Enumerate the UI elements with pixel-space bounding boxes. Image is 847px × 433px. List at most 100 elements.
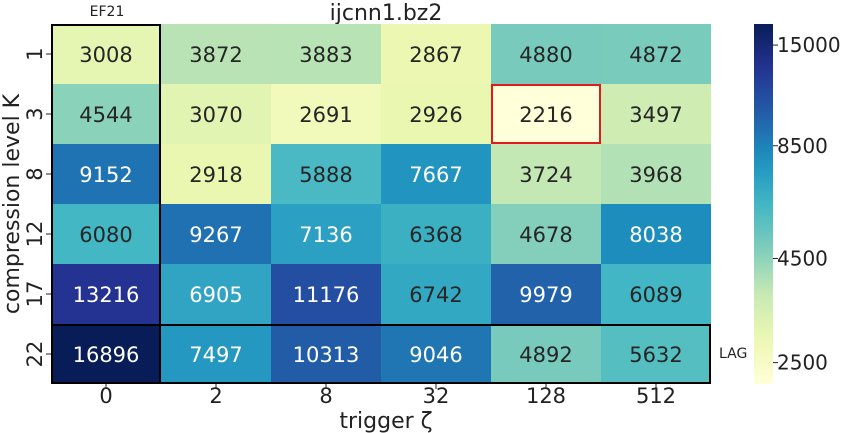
- x-tick-label: 8: [319, 384, 332, 408]
- heatmap-cell: [381, 264, 491, 324]
- chart-title: ijcnn1.bz2: [330, 1, 443, 26]
- cell-value-label: 9267: [189, 223, 242, 247]
- colorbar-ticks: 2500 4500 8500 15000: [773, 33, 841, 375]
- cell-value-label: 6080: [79, 223, 132, 247]
- cell-value-label: 3883: [299, 43, 352, 67]
- heatmap-cell: [161, 264, 271, 324]
- cell-value-label: 2691: [299, 103, 352, 127]
- x-tick-labels: 0 2 8 32 128 512: [99, 384, 676, 408]
- heatmap-cell: [51, 144, 161, 204]
- cell-value-label: 4892: [519, 343, 572, 367]
- cell-value-label: 9979: [519, 283, 572, 307]
- ef21-label: EF21: [90, 4, 125, 20]
- cell-value-label: 6368: [409, 223, 462, 247]
- heatmap-cell: [491, 264, 601, 324]
- heatmap-cell: [161, 24, 271, 84]
- heatmap-cell: [51, 84, 161, 144]
- best-cell-highlight: [491, 84, 601, 144]
- colorbar-tick-label: 2500: [777, 351, 828, 375]
- heatmap-cell: [381, 24, 491, 84]
- cell-value-label: 3008: [79, 43, 132, 67]
- cell-value-label: 5888: [299, 163, 352, 187]
- y-tick-label: 1: [23, 47, 47, 60]
- heatmap-cell: [271, 84, 381, 144]
- y-tick-labels: 1 3 8 12 17 22: [23, 47, 51, 367]
- cell-value-label: 11176: [293, 283, 360, 307]
- x-tick-label: 2: [209, 384, 222, 408]
- heatmap-cell: [161, 204, 271, 264]
- heatmap-cell: [161, 84, 271, 144]
- heatmap-cells: 3008 3872 3883 2867 4880 4872 4544 3070 2691 2926…: [51, 24, 711, 384]
- cell-value-label: 6089: [629, 283, 682, 307]
- x-tick-label: 32: [423, 384, 450, 408]
- heatmap-cell: [601, 324, 711, 384]
- cell-value-label: 7497: [189, 343, 242, 367]
- heatmap-cell: [601, 84, 711, 144]
- cell-value-label: 4872: [629, 43, 682, 67]
- cell-value-label: 2926: [409, 103, 462, 127]
- heatmap-cell: [601, 204, 711, 264]
- heatmap-cell: [491, 84, 601, 144]
- cell-value-label: 6905: [189, 283, 242, 307]
- cell-value-label: 3968: [629, 163, 682, 187]
- cell-value-label: 4880: [519, 43, 572, 67]
- heatmap-cell: [381, 84, 491, 144]
- heatmap-cell: [51, 24, 161, 84]
- x-tick-label: 512: [636, 384, 676, 408]
- heatmap-cell: [491, 144, 601, 204]
- cell-value-label: 2867: [409, 43, 462, 67]
- lag-row-box: [51, 324, 711, 384]
- cell-value-label: 7136: [299, 223, 352, 247]
- y-tick-label: 22: [23, 341, 47, 368]
- x-axis-label: trigger ζ: [339, 409, 432, 433]
- colorbar: [754, 24, 773, 384]
- heatmap-cell: [381, 324, 491, 384]
- cell-value-label: 3724: [519, 163, 572, 187]
- heatmap-cell: [51, 204, 161, 264]
- y-tick-label: 17: [23, 281, 47, 308]
- cell-value-label: 3070: [189, 103, 242, 127]
- heatmap-cell: [491, 204, 601, 264]
- cell-value-label: 13216: [73, 283, 140, 307]
- cell-value-label: 16896: [73, 343, 140, 367]
- heatmap-cell: [51, 264, 161, 324]
- cell-value-label: 4544: [79, 103, 132, 127]
- lag-label: LAG: [719, 346, 747, 362]
- colorbar-tick-label: 8500: [777, 134, 828, 158]
- cell-value-label: 4678: [519, 223, 572, 247]
- y-axis-label: compression level K: [0, 93, 25, 314]
- x-tick-label: 0: [99, 384, 112, 408]
- cell-value-label: 2216: [519, 103, 572, 127]
- cell-value-label: 3872: [189, 43, 242, 67]
- cell-value-label: 2918: [189, 163, 242, 187]
- cell-value-label: 5632: [629, 343, 682, 367]
- heatmap-cell: [491, 324, 601, 384]
- cell-value-label: 10313: [293, 343, 360, 367]
- heatmap-cell: [271, 324, 381, 384]
- y-tick-label: 12: [23, 221, 47, 248]
- x-tick-label: 128: [526, 384, 566, 408]
- heatmap-cell: [161, 144, 271, 204]
- colorbar-tick-label: 15000: [777, 33, 841, 57]
- heatmap-cell: [381, 204, 491, 264]
- heatmap-cell: [271, 264, 381, 324]
- cell-value-label: 3497: [629, 103, 682, 127]
- cell-value-label: 9152: [79, 163, 132, 187]
- heatmap-cell: [601, 144, 711, 204]
- heatmap-cell: [51, 324, 161, 384]
- heatmap-cell: [601, 24, 711, 84]
- heatmap-cell: [491, 24, 601, 84]
- heatmap-cell: [271, 24, 381, 84]
- heatmap-cell: [161, 324, 271, 384]
- heatmap-overlays: [51, 24, 711, 384]
- colorbar-tick-label: 4500: [777, 246, 828, 270]
- y-tick-label: 3: [23, 107, 47, 120]
- cell-value-label: 8038: [629, 223, 682, 247]
- cell-value-label: 6742: [409, 283, 462, 307]
- y-tick-label: 8: [23, 167, 47, 180]
- cell-value-label: 9046: [409, 343, 462, 367]
- heatmap-cell: [271, 144, 381, 204]
- heatmap-cell: [601, 264, 711, 324]
- cell-value-label: 7667: [409, 163, 462, 187]
